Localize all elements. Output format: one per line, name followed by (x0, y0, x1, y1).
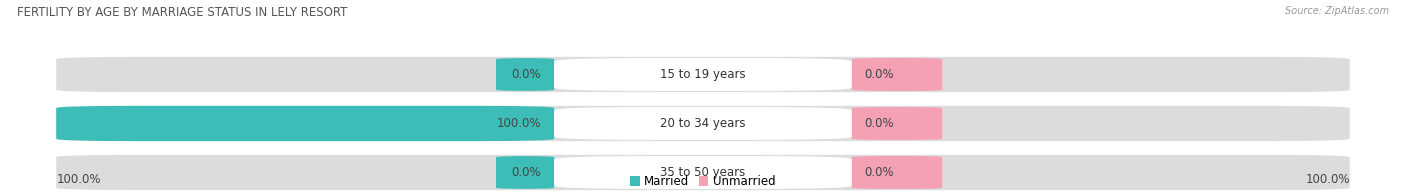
Text: 0.0%: 0.0% (865, 166, 894, 179)
Text: 20 to 34 years: 20 to 34 years (661, 117, 745, 130)
Text: 35 to 50 years: 35 to 50 years (661, 166, 745, 179)
FancyBboxPatch shape (56, 106, 554, 141)
Text: 0.0%: 0.0% (865, 117, 894, 130)
FancyBboxPatch shape (56, 155, 1350, 190)
FancyBboxPatch shape (496, 58, 554, 91)
Text: FERTILITY BY AGE BY MARRIAGE STATUS IN LELY RESORT: FERTILITY BY AGE BY MARRIAGE STATUS IN L… (17, 6, 347, 19)
FancyBboxPatch shape (56, 57, 1350, 92)
FancyBboxPatch shape (56, 106, 1350, 141)
FancyBboxPatch shape (554, 156, 852, 189)
Text: 15 to 19 years: 15 to 19 years (661, 68, 745, 81)
Text: 0.0%: 0.0% (512, 166, 541, 179)
Text: 100.0%: 100.0% (56, 173, 101, 186)
Text: 100.0%: 100.0% (496, 117, 541, 130)
Text: 0.0%: 0.0% (512, 68, 541, 81)
FancyBboxPatch shape (554, 107, 852, 140)
FancyBboxPatch shape (852, 156, 942, 189)
FancyBboxPatch shape (554, 58, 852, 91)
Text: 100.0%: 100.0% (1305, 173, 1350, 186)
FancyBboxPatch shape (852, 107, 942, 140)
Legend: Married, Unmarried: Married, Unmarried (626, 171, 780, 193)
FancyBboxPatch shape (496, 156, 554, 189)
Text: 0.0%: 0.0% (865, 68, 894, 81)
FancyBboxPatch shape (852, 58, 942, 91)
Text: Source: ZipAtlas.com: Source: ZipAtlas.com (1285, 6, 1389, 16)
